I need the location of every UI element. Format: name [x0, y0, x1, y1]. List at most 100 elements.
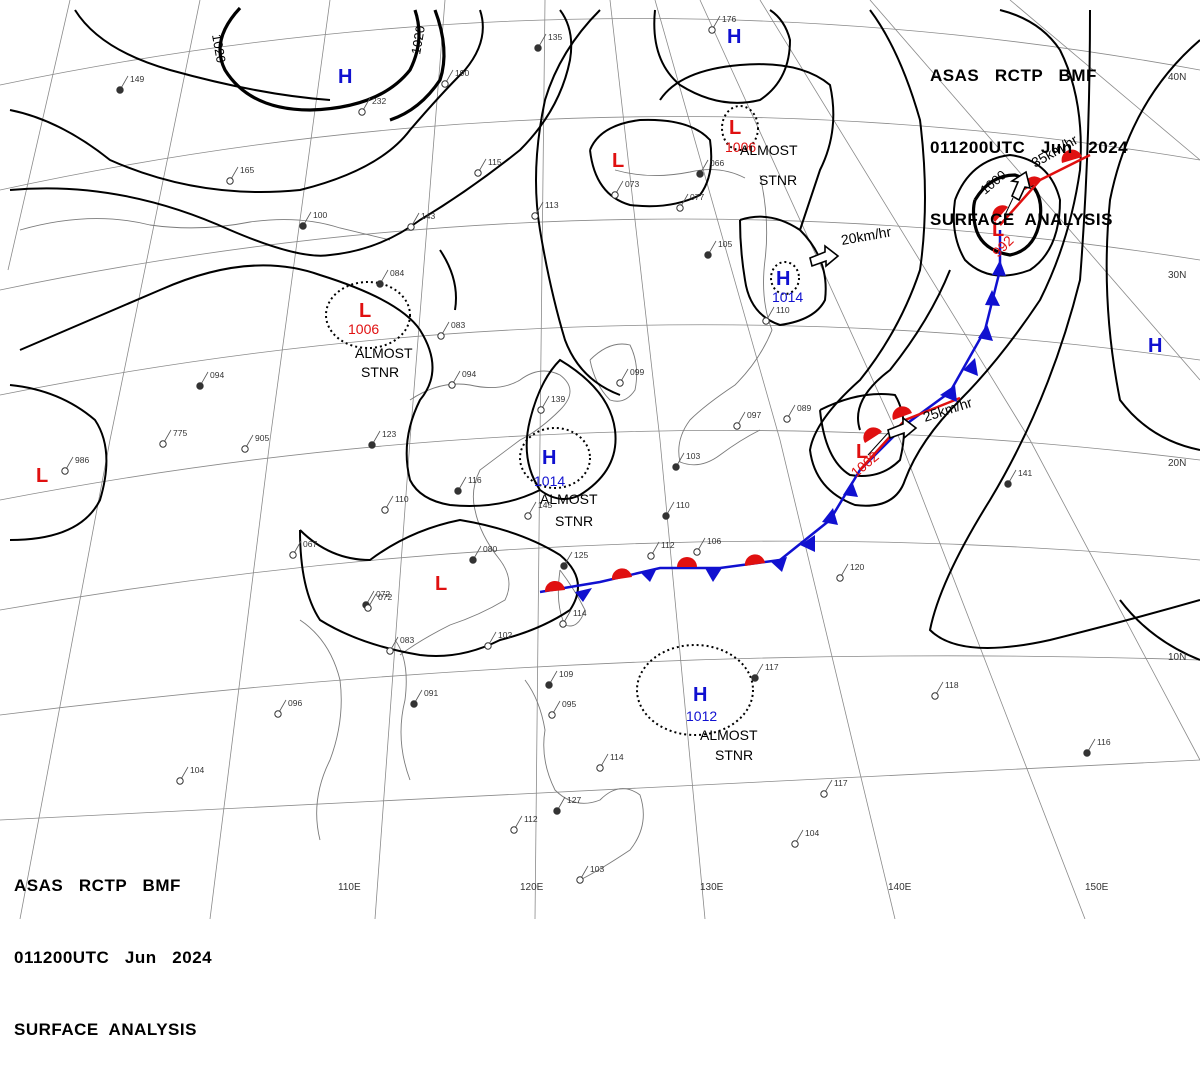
station-plot: 080 — [469, 544, 497, 564]
station-plot: 118 — [931, 680, 959, 700]
station-pressure: 145 — [538, 500, 552, 510]
station-plot: 125 — [560, 550, 588, 570]
station-plot: 077 — [676, 192, 704, 212]
station-pressure: 072 — [378, 592, 392, 602]
lat-label: 30N — [1168, 270, 1186, 281]
station-plot: 109 — [545, 669, 573, 689]
station-plot: 123 — [368, 429, 396, 449]
station-circle-icon — [448, 381, 456, 389]
dotted-circles — [325, 105, 800, 736]
high-pressure: 1014 — [772, 289, 803, 305]
station-circle-icon — [647, 552, 655, 560]
warm-front-marker — [992, 205, 1008, 222]
low-symbol: L — [36, 465, 48, 487]
low-symbol: L — [359, 300, 371, 322]
station-circle-icon — [1004, 480, 1012, 488]
station-pressure: 102 — [498, 630, 512, 640]
cold-front-marker — [822, 508, 838, 525]
station-plot: 143 — [407, 211, 435, 231]
station-circle-icon — [616, 379, 624, 387]
station-pressure: 114 — [610, 752, 624, 762]
station-circle-icon — [662, 512, 670, 520]
lon-label: 120E — [520, 882, 544, 893]
station-plots: 135 190 232 149 115 165 100 143 113 084 083 094 094 7… — [61, 14, 1111, 884]
station-circle-icon — [548, 711, 556, 719]
station-circle-icon — [553, 807, 561, 815]
cold-front-marker — [963, 358, 978, 376]
system-note: STNR — [555, 513, 593, 529]
station-circle-icon — [791, 840, 799, 848]
station-pressure: 112 — [661, 540, 675, 550]
station-circle-icon — [836, 574, 844, 582]
lat-label: 40N — [1168, 72, 1186, 83]
warm-front-marker — [611, 568, 632, 580]
station-plot: 120 — [836, 562, 864, 582]
station-pressure: 096 — [288, 698, 302, 708]
station-pressure: 094 — [462, 369, 476, 379]
station-circle-icon — [611, 191, 619, 199]
station-pressure: 072 — [376, 589, 390, 599]
motion-speed: 25km/hr — [921, 394, 974, 425]
station-pressure: 067 — [303, 539, 317, 549]
station-circle-icon — [289, 551, 297, 559]
header-line: 011200UTC Jun 2024 — [14, 948, 213, 967]
station-plot: 905 — [241, 433, 269, 453]
station-plot: 149 — [116, 74, 144, 94]
station-circle-icon — [226, 177, 234, 185]
station-pressure: 117 — [765, 662, 779, 672]
station-plot: 116 — [1083, 737, 1111, 757]
isobars — [9, 6, 1200, 661]
station-pressure: 077 — [690, 192, 704, 202]
motion-arrows — [809, 170, 1032, 456]
station-pressure: 986 — [75, 455, 89, 465]
station-pressure: 112 — [524, 814, 538, 824]
lon-label: 150E — [1085, 882, 1109, 893]
station-circle-icon — [376, 280, 384, 288]
header-line: 011200UTC Jun 2024 — [930, 138, 1129, 157]
station-circle-icon — [704, 251, 712, 259]
station-pressure: 073 — [625, 179, 639, 189]
station-circle-icon — [196, 382, 204, 390]
warm-front-marker — [744, 554, 765, 566]
station-plot: 091 — [410, 688, 438, 708]
lon-label: 110E — [338, 882, 361, 893]
station-pressure: 080 — [483, 544, 497, 554]
station-pressure: 125 — [574, 550, 588, 560]
station-circle-icon — [708, 26, 716, 34]
station-pressure: 110 — [776, 305, 790, 315]
station-circle-icon — [931, 692, 939, 700]
station-plot: 190 — [441, 68, 469, 88]
station-circle-icon — [534, 44, 542, 52]
station-pressure: 091 — [424, 688, 438, 698]
station-pressure: 103 — [686, 451, 700, 461]
isobar-label: 1020 — [209, 33, 229, 64]
isobar-label: 1020 — [408, 24, 428, 55]
station-circle-icon — [576, 876, 584, 884]
station-pressure: 104 — [190, 765, 204, 775]
warm-front-marker — [677, 557, 697, 567]
station-plot: 095 — [548, 699, 576, 719]
warm-front-marker — [544, 580, 565, 592]
station-circle-icon — [381, 506, 389, 514]
station-circle-icon — [559, 620, 567, 628]
station-circle-icon — [159, 440, 167, 448]
station-plot: 110 — [381, 494, 409, 514]
motion-arrow-icon — [887, 416, 918, 440]
station-pressure: 176 — [722, 14, 736, 24]
system-note: STNR — [715, 747, 753, 763]
cold-front-marker — [843, 481, 858, 497]
high-symbol: H — [1148, 335, 1162, 357]
station-pressure: 135 — [548, 32, 562, 42]
station-plot: 083 — [386, 635, 414, 655]
system-note: ALMOST — [540, 491, 598, 507]
warm-front-marker — [1061, 149, 1082, 163]
motion-arrow-icon — [809, 244, 840, 268]
station-circle-icon — [241, 445, 249, 453]
station-circle-icon — [545, 681, 553, 689]
station-plot: 117 — [820, 778, 848, 798]
header-line: ASAS RCTP BMF — [14, 876, 181, 895]
station-pressure: 083 — [451, 320, 465, 330]
station-circle-icon — [116, 86, 124, 94]
motion-speed: 20km/hr — [840, 223, 893, 248]
header-line: SURFACE ANALYSIS — [930, 210, 1113, 229]
